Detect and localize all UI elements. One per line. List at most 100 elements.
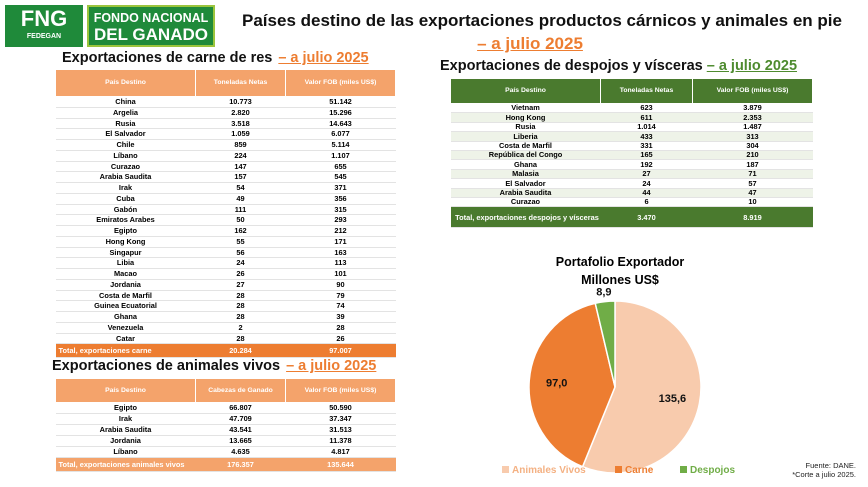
cell: 304 bbox=[692, 141, 813, 151]
cell: Macao bbox=[55, 268, 196, 280]
cell: 47 bbox=[692, 188, 813, 198]
cell: Catar bbox=[55, 333, 196, 345]
total-cell: Total, exportaciones animales vivos bbox=[55, 457, 196, 472]
cell: El Salvador bbox=[55, 128, 196, 140]
cell: 56 bbox=[195, 247, 286, 259]
row: República del Congo 165 210 bbox=[450, 150, 813, 161]
cell: 10 bbox=[692, 197, 813, 208]
legend-label: Carne bbox=[625, 465, 654, 476]
cell: 6 bbox=[600, 197, 693, 208]
cell: 371 bbox=[285, 182, 396, 194]
cell: 13.665 bbox=[195, 435, 286, 447]
cell: Ghana bbox=[450, 159, 601, 170]
cell: 4.817 bbox=[285, 446, 396, 458]
cell: 3.879 bbox=[692, 103, 813, 114]
cell: 54 bbox=[195, 182, 286, 194]
cell: 28 bbox=[285, 322, 396, 334]
logo-name: FONDO NACIONAL DEL GANADO bbox=[87, 5, 215, 47]
section-title: Exportaciones de carne de res – a julio 2… bbox=[62, 50, 369, 66]
row: Gabón 111 315 bbox=[55, 204, 396, 216]
cell: 51.142 bbox=[285, 96, 396, 108]
row: Emiratos Arabes 50 293 bbox=[55, 214, 396, 226]
total-cell: 97.007 bbox=[285, 343, 396, 359]
column-header: Toneladas Netas bbox=[195, 69, 286, 97]
cell: 210 bbox=[692, 150, 813, 161]
cell: 27 bbox=[600, 169, 693, 180]
note: *Corte a julio 2025. bbox=[792, 470, 856, 479]
total-row: Total, exportaciones despojos y vísceras… bbox=[450, 206, 813, 229]
row: Libia 24 113 bbox=[55, 257, 396, 269]
row: Jordania 13.665 11.378 bbox=[55, 435, 396, 447]
cell: 28 bbox=[195, 333, 286, 345]
cell: 55 bbox=[195, 236, 286, 248]
logo-line: FONDO NACIONAL bbox=[93, 11, 209, 25]
cell: Argelia bbox=[55, 107, 196, 119]
footer: Fuente: DANE. *Corte a julio 2025. bbox=[792, 461, 856, 479]
cell: Emiratos Arabes bbox=[55, 214, 196, 226]
row: Malasia 27 71 bbox=[450, 169, 813, 180]
cell: Jordania bbox=[55, 279, 196, 291]
cell: Hong Kong bbox=[450, 112, 601, 123]
row: Cuba 49 356 bbox=[55, 193, 396, 205]
cell: Guinea Ecuatorial bbox=[55, 300, 196, 312]
cell: 3.518 bbox=[195, 118, 286, 130]
logo-fng: FNG bbox=[20, 6, 68, 31]
row: Jordania 27 90 bbox=[55, 279, 396, 291]
cell: Ghana bbox=[55, 311, 196, 323]
cell: 433 bbox=[600, 131, 693, 142]
cell: Líbano bbox=[55, 446, 196, 458]
cell: Jordania bbox=[55, 435, 196, 447]
section-text: Exportaciones de despojos y vísceras bbox=[440, 58, 703, 74]
cell: 224 bbox=[195, 150, 286, 162]
cell: 1.487 bbox=[692, 122, 813, 133]
cell: Malasia bbox=[450, 169, 601, 180]
cell: 2.353 bbox=[692, 112, 813, 123]
live-table: País Destino Cabezas de Ganado Valor FOB (… bbox=[55, 378, 396, 472]
cell: Arabia Saudita bbox=[450, 188, 601, 198]
cell: 611 bbox=[600, 112, 693, 123]
cell: 47.709 bbox=[195, 413, 286, 425]
cell: 66.807 bbox=[195, 402, 286, 414]
cell: 313 bbox=[692, 131, 813, 142]
section-text: – a julio 2025 bbox=[706, 58, 798, 74]
data-label: 135,6 bbox=[659, 393, 687, 405]
cell: 26 bbox=[285, 333, 396, 345]
cell: 2 bbox=[195, 322, 286, 334]
cell: 15.296 bbox=[285, 107, 396, 119]
column-header: País Destino bbox=[55, 69, 196, 97]
cell: 293 bbox=[285, 214, 396, 226]
row: Egipto 66.807 50.590 bbox=[55, 402, 396, 414]
row: El Salvador 1.059 6.077 bbox=[55, 128, 396, 140]
section-title: Exportaciones de despojos y vísceras – a … bbox=[440, 58, 797, 74]
cell: 14.643 bbox=[285, 118, 396, 130]
cell: 24 bbox=[195, 257, 286, 269]
section-text: Exportaciones de animales vivos bbox=[52, 358, 281, 374]
cell: 101 bbox=[285, 268, 396, 280]
cell: Costa de Marfil bbox=[450, 141, 601, 151]
row: Liberia 433 313 bbox=[450, 131, 813, 142]
cell: 162 bbox=[195, 225, 286, 237]
row: Curazao 6 10 bbox=[450, 197, 813, 208]
total-cell: 3.470 bbox=[600, 206, 693, 229]
row: Ghana 28 39 bbox=[55, 311, 396, 323]
row: Ghana 192 187 bbox=[450, 159, 813, 170]
cell: Rusia bbox=[450, 122, 601, 133]
row: Vietnam 623 3.879 bbox=[450, 103, 813, 114]
row: Macao 26 101 bbox=[55, 268, 396, 280]
pie-slice bbox=[581, 300, 702, 474]
row: Líbano 224 1.107 bbox=[55, 150, 396, 162]
chart-title: Portafolio Exportador bbox=[556, 255, 685, 269]
section-text: – a julio 2025 bbox=[278, 50, 369, 66]
cell: 71 bbox=[692, 169, 813, 180]
cell: Vietnam bbox=[450, 103, 601, 114]
cell: 623 bbox=[600, 103, 693, 114]
cell: 50 bbox=[195, 214, 286, 226]
cell: 28 bbox=[195, 290, 286, 302]
cell: 113 bbox=[285, 257, 396, 269]
cell: 37.347 bbox=[285, 413, 396, 425]
cell: 28 bbox=[195, 300, 286, 312]
cell: 28 bbox=[195, 311, 286, 323]
legend-label: Despojos bbox=[690, 465, 735, 476]
cell: Costa de Marfil bbox=[55, 290, 196, 302]
